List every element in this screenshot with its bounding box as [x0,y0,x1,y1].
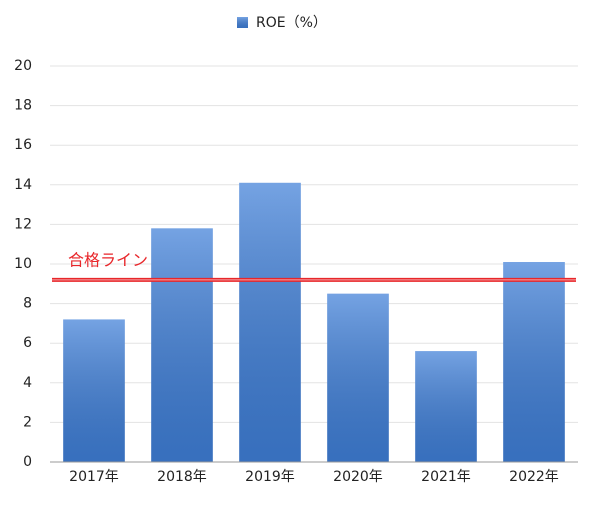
y-tick-label: 6 [23,335,32,351]
y-tick-label: 12 [14,216,32,232]
y-tick-label: 8 [23,296,32,312]
legend-swatch-shade [237,17,248,28]
bar-shade [415,351,477,462]
bar-shade [63,319,125,462]
y-tick-label: 0 [23,454,32,470]
bar-shade [239,182,301,462]
y-tick-label: 2 [23,414,32,430]
bar-shade [503,262,565,462]
reference-label: 合格ライン [68,250,148,269]
bar-shade [327,293,389,462]
y-tick-label: 18 [14,98,32,114]
x-tick-label: 2020年 [333,469,383,485]
y-tick-label: 20 [14,58,32,74]
y-tick-label: 4 [23,375,32,391]
x-tick-label: 2019年 [245,469,295,485]
y-tick-label: 14 [14,177,32,193]
x-tick-label: 2022年 [509,469,559,485]
y-tick-label: 16 [14,137,32,153]
y-tick-label: 10 [14,256,32,272]
legend-label: ROE（%） [256,15,327,31]
bar-shade [151,228,213,462]
x-tick-label: 2017年 [69,469,119,485]
x-tick-label: 2018年 [157,469,207,485]
x-tick-label: 2021年 [421,469,471,485]
